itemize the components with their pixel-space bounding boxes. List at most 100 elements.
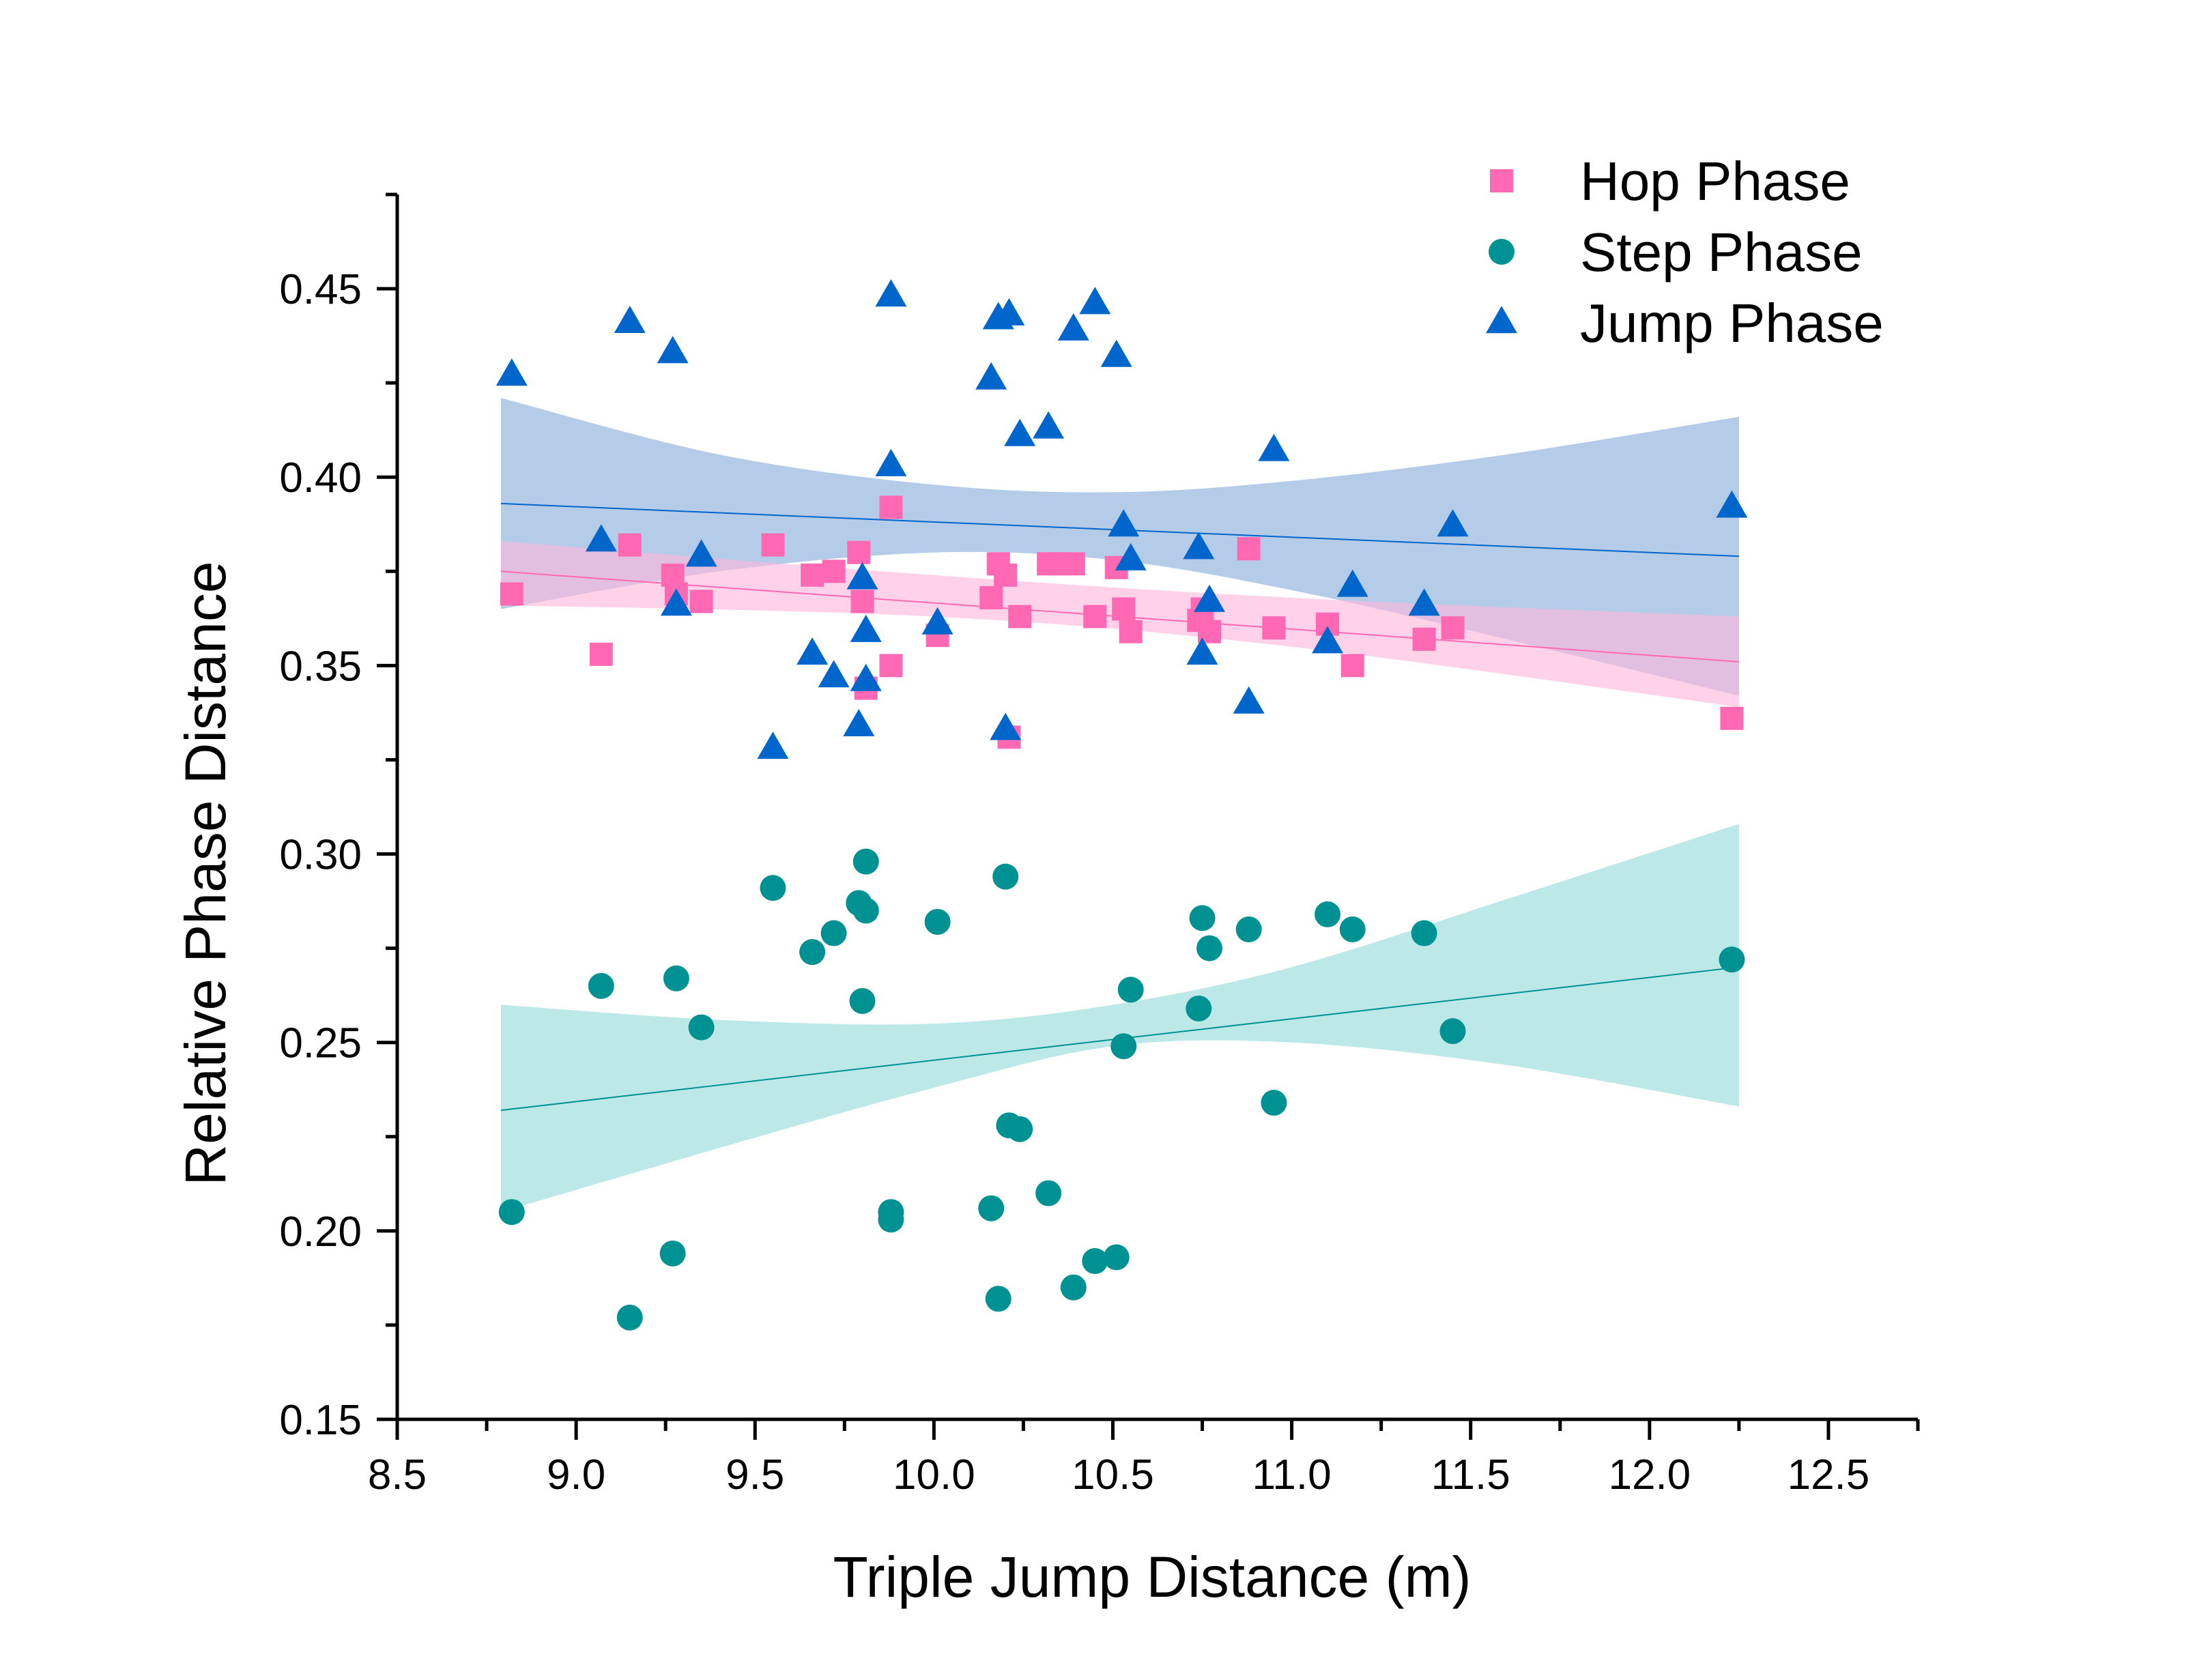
x-axis-title: Triple Jump Distance (m) — [833, 1545, 1471, 1609]
data-point-jump — [1057, 313, 1089, 341]
data-point-hop — [1083, 605, 1107, 628]
data-point-jump — [1437, 509, 1469, 537]
data-point-step — [1339, 916, 1366, 942]
legend-marker-step — [1489, 239, 1515, 265]
data-point-jump — [1100, 339, 1132, 367]
data-point-hop — [618, 533, 642, 557]
data-point-step — [1117, 976, 1144, 1003]
data-point-step — [1719, 946, 1745, 973]
data-point-step — [849, 987, 876, 1014]
data-point-jump — [846, 562, 878, 590]
data-point-hop — [1112, 597, 1136, 621]
data-point-jump — [850, 663, 882, 691]
data-point-step — [688, 1014, 715, 1041]
data-point-step — [616, 1304, 643, 1331]
data-point-hop — [994, 563, 1018, 587]
x-tick-label: 11.0 — [1252, 1451, 1332, 1498]
data-point-jump — [614, 306, 646, 333]
confidence-band-jump — [501, 398, 1739, 696]
data-point-step — [1261, 1090, 1287, 1116]
data-point-jump — [875, 279, 907, 307]
data-point-hop — [801, 563, 824, 587]
legend-label-hop: Hop Phase — [1580, 151, 1850, 212]
data-markers — [496, 279, 1748, 1331]
data-point-jump — [1108, 509, 1140, 537]
data-point-jump — [1408, 588, 1440, 616]
data-point-step — [1189, 905, 1216, 931]
x-tick-label: 10.5 — [1072, 1451, 1154, 1498]
data-point-jump — [975, 362, 1007, 390]
data-point-hop — [1237, 537, 1261, 561]
legend-label-jump: Jump Phase — [1580, 293, 1884, 353]
data-point-hop — [850, 590, 874, 613]
data-point-jump — [496, 358, 528, 386]
data-point-jump — [1312, 626, 1343, 654]
data-point-hop — [847, 540, 871, 564]
data-point-step — [498, 1199, 525, 1226]
data-point-step — [1060, 1274, 1087, 1301]
data-point-jump — [1183, 532, 1215, 560]
data-point-step — [760, 875, 786, 901]
data-point-step — [659, 1240, 686, 1266]
data-point-jump — [1716, 490, 1748, 518]
data-point-jump — [1186, 637, 1218, 665]
x-tick-label: 9.0 — [547, 1451, 605, 1498]
data-point-hop — [979, 585, 1003, 609]
y-tick-label: 0.35 — [279, 643, 362, 690]
data-point-hop — [500, 582, 523, 606]
confidence-band-step — [501, 824, 1739, 1213]
x-tick-label: 12.5 — [1788, 1451, 1870, 1498]
data-point-step — [985, 1286, 1012, 1312]
data-point-hop — [822, 560, 846, 583]
y-tick-label: 0.20 — [279, 1208, 362, 1256]
data-point-step — [588, 972, 614, 999]
data-point-hop — [1720, 706, 1744, 730]
data-point-jump — [797, 637, 829, 665]
data-point-hop — [589, 642, 613, 666]
data-point-hop — [879, 495, 903, 519]
data-point-hop — [689, 590, 713, 613]
data-point-jump — [850, 614, 882, 642]
data-point-step — [878, 1206, 904, 1233]
data-point-hop — [1061, 552, 1085, 576]
data-point-jump — [585, 524, 617, 552]
y-axis-title: Relative Phase Distance — [173, 561, 238, 1185]
x-tick-label: 8.5 — [368, 1451, 427, 1498]
data-point-jump — [843, 709, 875, 736]
data-point-step — [1186, 995, 1212, 1022]
data-point-hop — [1412, 627, 1436, 651]
data-point-step — [992, 863, 1019, 890]
data-point-jump — [990, 712, 1022, 740]
y-tick-label: 0.40 — [279, 454, 362, 502]
data-point-hop — [1340, 654, 1364, 678]
data-point-step — [852, 848, 879, 875]
x-tick-label: 9.5 — [726, 1451, 784, 1498]
data-point-hop — [1008, 605, 1032, 628]
x-tick-label: 11.5 — [1431, 1451, 1510, 1498]
data-point-jump — [875, 448, 907, 476]
data-point-jump — [1194, 584, 1225, 612]
data-point-jump — [993, 298, 1025, 325]
data-point-step — [924, 908, 951, 935]
legend: Hop Phase Step Phase Jump Phase — [1486, 151, 1884, 353]
x-tick-label: 12.0 — [1608, 1451, 1691, 1498]
axes — [395, 194, 1918, 1421]
legend-label-step: Step Phase — [1580, 222, 1863, 283]
data-point-jump — [818, 660, 850, 688]
data-point-step — [1082, 1248, 1108, 1275]
data-point-step — [799, 939, 826, 966]
data-point-step — [1110, 1033, 1137, 1060]
data-point-step — [1103, 1244, 1130, 1271]
data-point-step — [1315, 901, 1341, 927]
y-tick-label: 0.25 — [279, 1020, 362, 1067]
data-point-step — [1235, 916, 1262, 942]
data-point-hop — [879, 654, 903, 678]
data-point-hop — [1262, 616, 1286, 640]
data-point-jump — [1004, 418, 1036, 446]
data-point-hop — [1119, 620, 1143, 643]
data-point-jump — [1233, 686, 1265, 714]
data-point-jump — [1336, 569, 1368, 597]
data-point-jump — [657, 336, 689, 364]
data-point-jump — [1079, 287, 1111, 315]
data-point-jump — [660, 588, 692, 616]
